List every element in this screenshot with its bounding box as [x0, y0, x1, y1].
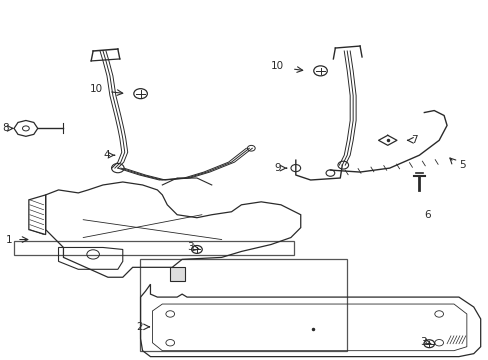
Bar: [14, 241, 294, 255]
Text: 3: 3: [187, 243, 194, 252]
Text: 10: 10: [90, 84, 103, 94]
Text: 3: 3: [419, 337, 426, 347]
Text: 4: 4: [103, 150, 110, 160]
Text: 10: 10: [270, 61, 284, 71]
Bar: [139, 258, 346, 351]
Text: 2: 2: [136, 322, 142, 332]
Text: 6: 6: [423, 210, 430, 220]
Bar: [170, 267, 184, 281]
Text: 1: 1: [5, 234, 12, 244]
Text: 5: 5: [458, 160, 465, 170]
Text: 7: 7: [410, 135, 417, 145]
Text: 9: 9: [274, 163, 281, 173]
Text: 8: 8: [2, 123, 9, 134]
